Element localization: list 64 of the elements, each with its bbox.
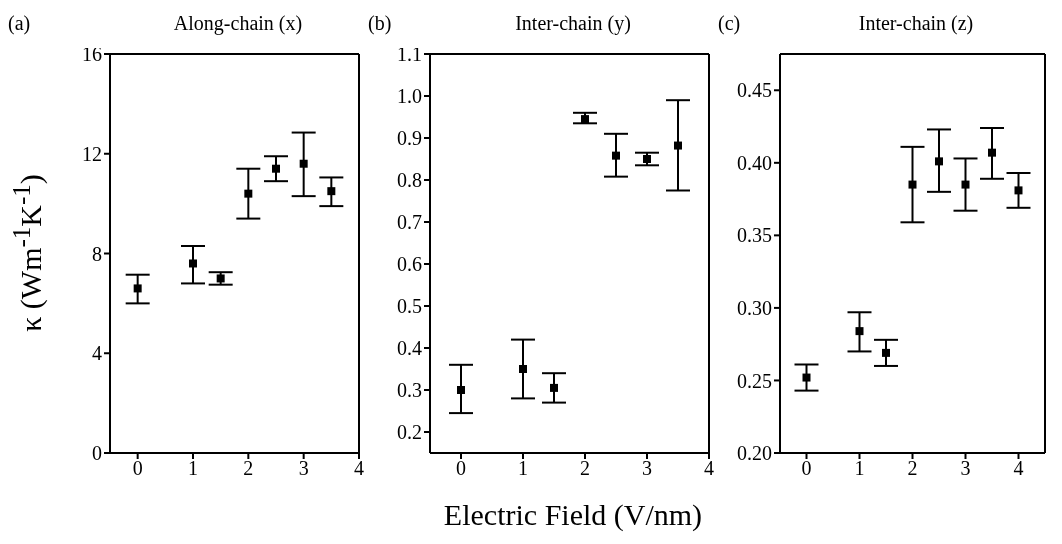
- y-tick-label: 0.40: [737, 151, 772, 174]
- y-tick-label: 0.35: [737, 224, 772, 247]
- y-tick-label: 0: [92, 442, 102, 465]
- y-tick-label: 0.5: [397, 295, 422, 318]
- y-tick-label: 0.4: [397, 337, 422, 360]
- y-tick-label: 0.8: [397, 169, 422, 192]
- text: (c): [718, 12, 741, 35]
- y-tick-label: 0.9: [397, 127, 422, 150]
- y-tick-label: 0.7: [397, 211, 422, 234]
- point: [550, 383, 558, 392]
- y-tick-label: 0.45: [737, 79, 772, 102]
- y-tick-label: 16: [82, 43, 102, 66]
- chart-title: Inter-chain (z): [857, 12, 975, 35]
- point: [961, 180, 970, 189]
- point: [272, 164, 280, 173]
- y-tick-label: 0.20: [737, 442, 772, 465]
- point: [855, 327, 864, 336]
- x-tick-label: 2: [243, 457, 254, 480]
- x-axis-title: Electric Field (V/nm): [442, 498, 704, 532]
- x-tick-label: 0: [456, 457, 466, 480]
- x-tick-label: 3: [298, 457, 309, 480]
- y-tick-label: 0.3: [397, 379, 422, 402]
- chart-title: Inter-chain (y): [514, 12, 632, 35]
- y-tick-label: 0.25: [737, 369, 772, 392]
- point: [133, 284, 142, 293]
- y-tick-label: 1.0: [397, 85, 422, 108]
- y-tick-label: 12: [82, 142, 102, 165]
- x-tick-label: 4: [1013, 457, 1024, 480]
- point: [988, 148, 996, 157]
- point: [1014, 186, 1023, 195]
- text: (a): [8, 12, 31, 35]
- point: [643, 155, 651, 163]
- point: [327, 187, 336, 196]
- point: [299, 159, 308, 168]
- x-tick-label: 3: [960, 457, 971, 480]
- text: (b): [368, 12, 392, 35]
- x-tick-label: 4: [704, 457, 714, 480]
- point: [935, 157, 943, 166]
- x-tick-label: 2: [580, 457, 590, 480]
- x-tick-label: 1: [854, 457, 865, 480]
- point: [457, 386, 465, 394]
- point: [908, 180, 917, 189]
- x-tick-label: 1: [188, 457, 198, 480]
- x-tick-label: 0: [801, 457, 812, 480]
- point: [802, 373, 811, 382]
- x-tick-label: 4: [354, 457, 364, 480]
- point: [674, 141, 682, 150]
- y-tick-label: 0.2: [397, 421, 422, 444]
- y-tick-label: 0.30: [737, 297, 772, 320]
- y-tick-label: 8: [92, 242, 102, 265]
- point: [519, 365, 527, 373]
- point: [244, 189, 253, 198]
- chart-title: Along-chain (x): [172, 12, 304, 35]
- point: [581, 115, 589, 124]
- x-tick-label: 0: [132, 457, 143, 480]
- x-tick-label: 3: [642, 457, 652, 480]
- point: [189, 259, 197, 268]
- y-tick-label: 1.1: [397, 43, 422, 66]
- y-tick-label: 0.6: [397, 253, 422, 276]
- x-tick-label: 1: [518, 457, 528, 480]
- point: [612, 151, 620, 160]
- x-tick-label: 2: [907, 457, 918, 480]
- point: [882, 348, 890, 357]
- y-tick-label: 4: [92, 342, 102, 365]
